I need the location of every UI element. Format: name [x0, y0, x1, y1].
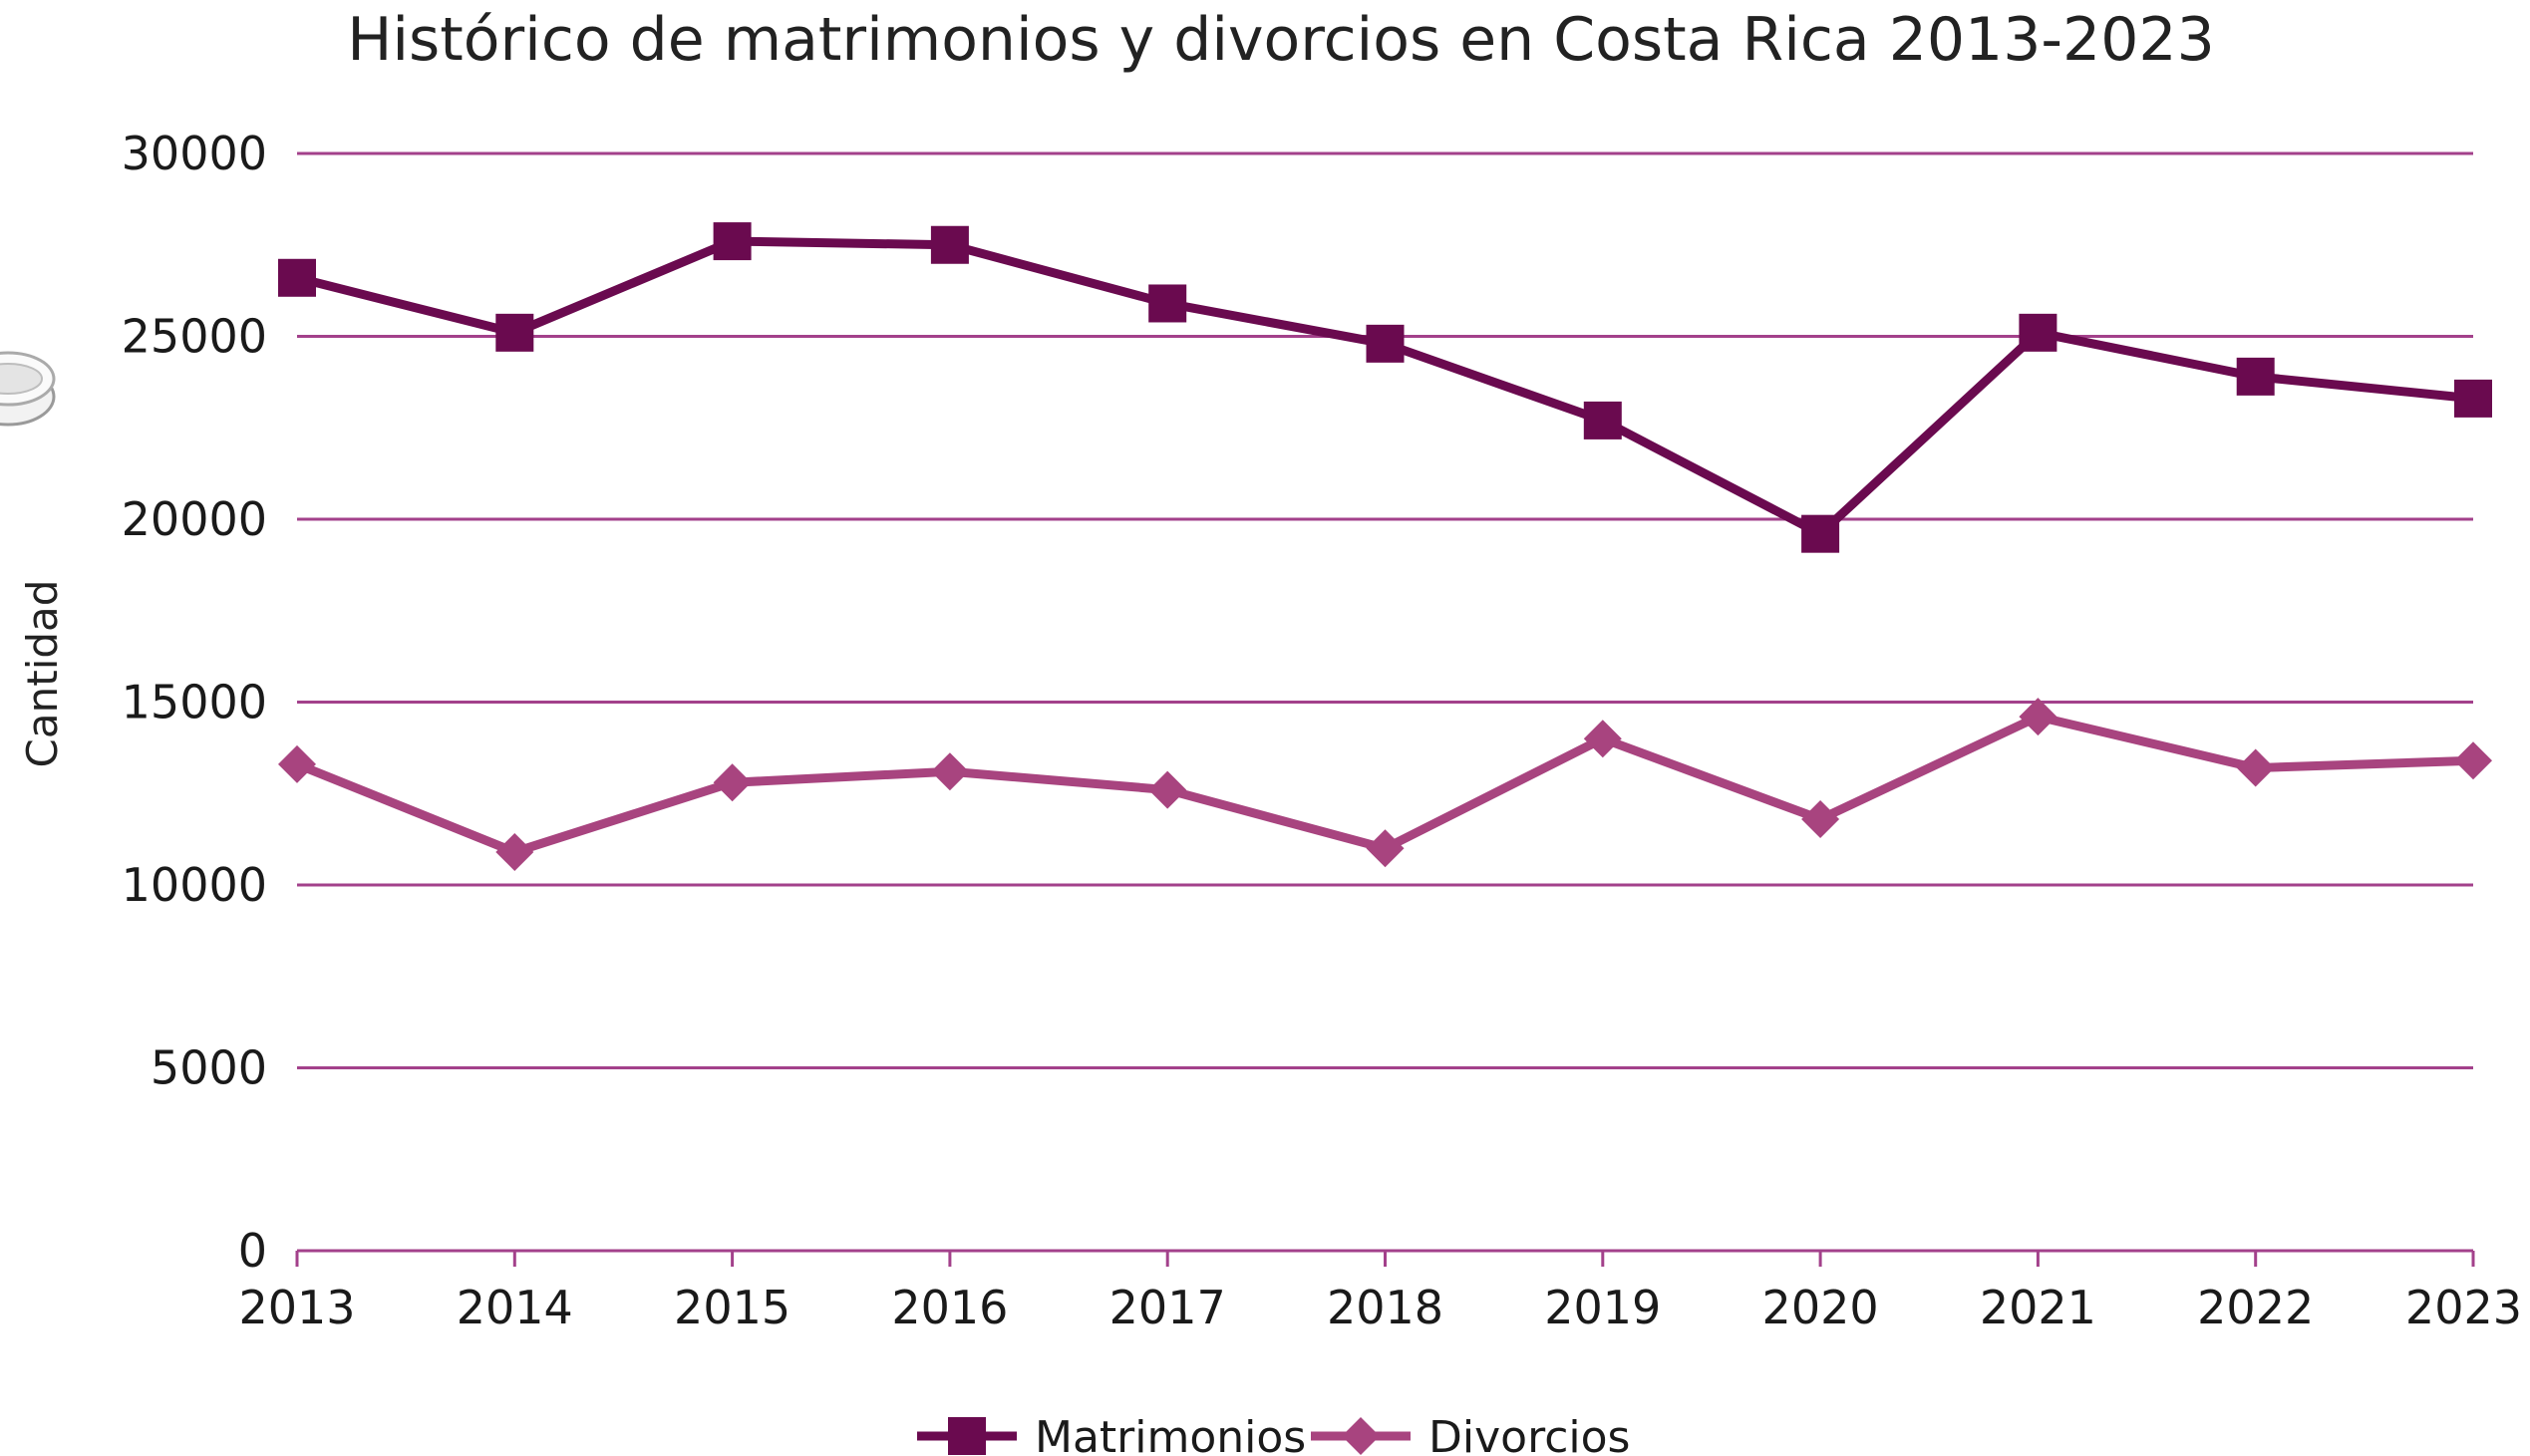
legend-label: Matrimonios [1035, 1412, 1306, 1456]
series-matrimonios [278, 222, 2492, 553]
x-tick-label: 2018 [1327, 1281, 1443, 1334]
data-point [1148, 284, 1187, 323]
data-point [713, 222, 752, 261]
data-point [2236, 748, 2275, 787]
series-divorcios [278, 698, 2492, 871]
y-tick-label: 10000 [122, 858, 267, 912]
data-point [1801, 514, 1840, 553]
x-tick-label: 2016 [891, 1281, 1008, 1334]
legend-label: Divorcios [1428, 1412, 1630, 1456]
data-point [278, 744, 316, 783]
x-axis: 2013 2014 2015 2016 2017 2018 2019 2020 2021 2022… [238, 1251, 2522, 1334]
ring-icon [0, 351, 56, 427]
y-axis-title: Cantidad [18, 580, 67, 768]
series-layer [278, 222, 2492, 871]
data-point [2236, 357, 2275, 396]
data-point [495, 313, 534, 352]
data-point [1148, 770, 1187, 809]
legend-item-matrimonios: Matrimonios [917, 1412, 1306, 1456]
y-axis-ticks: 0 5000 10000 15000 20000 25000 30000 [122, 127, 267, 1278]
legend-swatch-marker [1342, 1417, 1380, 1455]
x-tick-label: 2019 [1544, 1281, 1661, 1334]
data-point [930, 752, 969, 791]
y-tick-label: 15000 [122, 676, 267, 729]
y-tick-label: 30000 [122, 127, 267, 180]
data-point [2454, 379, 2492, 418]
legend: Matrimonios Divorcios [917, 1412, 1630, 1456]
x-tick-label: 2015 [674, 1281, 791, 1334]
data-point [1583, 401, 1622, 439]
data-point [2454, 741, 2492, 780]
y-tick-label: 0 [238, 1224, 267, 1278]
y-tick-label: 20000 [122, 492, 267, 546]
series-line [295, 236, 2474, 539]
chart-title: Histórico de matrimonios y divorcios en … [347, 5, 2215, 75]
data-point [2019, 313, 2057, 352]
data-point [1583, 720, 1622, 758]
legend-item-divorcios: Divorcios [1311, 1412, 1630, 1456]
x-tick-label: 2020 [1762, 1281, 1879, 1334]
data-point [713, 763, 752, 802]
x-tick-label: 2017 [1109, 1281, 1226, 1334]
x-tick-label: 2021 [1980, 1281, 2096, 1334]
data-point [930, 225, 969, 264]
y-tick-label: 5000 [151, 1041, 267, 1095]
x-tick-label: 2022 [2197, 1281, 2314, 1334]
legend-swatch-marker [948, 1417, 986, 1455]
x-tick-label: 2013 [238, 1281, 355, 1334]
data-point [1801, 799, 1840, 838]
gridlines [297, 151, 2473, 1253]
y-tick-label: 25000 [122, 310, 267, 364]
data-point [1366, 324, 1405, 363]
data-point [495, 832, 534, 871]
data-point [2019, 698, 2057, 736]
data-point [1366, 829, 1405, 868]
data-point [278, 258, 316, 297]
x-tick-label: 2014 [457, 1281, 573, 1334]
x-tick-label: 2023 [2405, 1281, 2522, 1334]
